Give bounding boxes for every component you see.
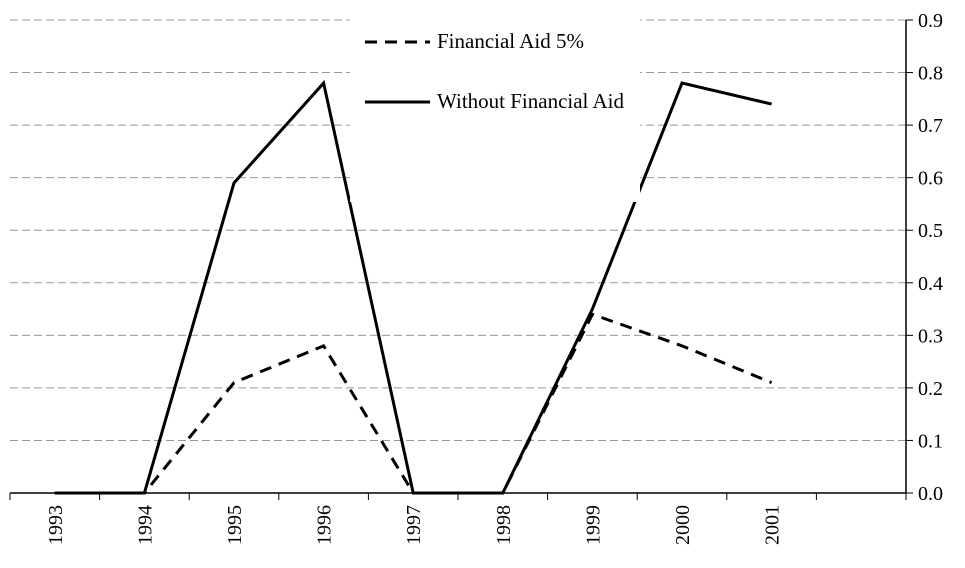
y-tick-label: 0.4 xyxy=(918,273,943,295)
y-tick-label: 0.1 xyxy=(918,430,943,452)
legend-box xyxy=(350,12,640,202)
legend-label: Without Financial Aid xyxy=(437,89,624,113)
x-tick-label: 1995 xyxy=(224,505,246,545)
y-tick-label: 0.3 xyxy=(918,325,943,347)
legend-label: Financial Aid 5% xyxy=(437,29,584,53)
line-series xyxy=(54,79,772,495)
y-tick-label: 0.7 xyxy=(918,115,943,137)
y-tick-label: 0.5 xyxy=(918,220,943,242)
y-tick-label: 0.6 xyxy=(918,168,943,190)
y-tick-label: 0.0 xyxy=(918,483,943,505)
x-tick-label: 2001 xyxy=(762,505,784,545)
x-tick-label: 1998 xyxy=(493,505,515,545)
y-tick-label: 0.2 xyxy=(918,378,943,400)
y-tick-label: 0.9 xyxy=(918,10,943,32)
x-tick-label: 1994 xyxy=(134,505,156,545)
x-tick-label: 1993 xyxy=(45,505,67,545)
x-tick-label: 2000 xyxy=(672,505,694,545)
x-tick-label: 1999 xyxy=(582,505,604,545)
line-series xyxy=(54,312,773,495)
x-tick-label: 1996 xyxy=(314,505,336,545)
x-tick-label: 1997 xyxy=(403,505,425,545)
y-tick-label: 0.8 xyxy=(918,63,943,85)
